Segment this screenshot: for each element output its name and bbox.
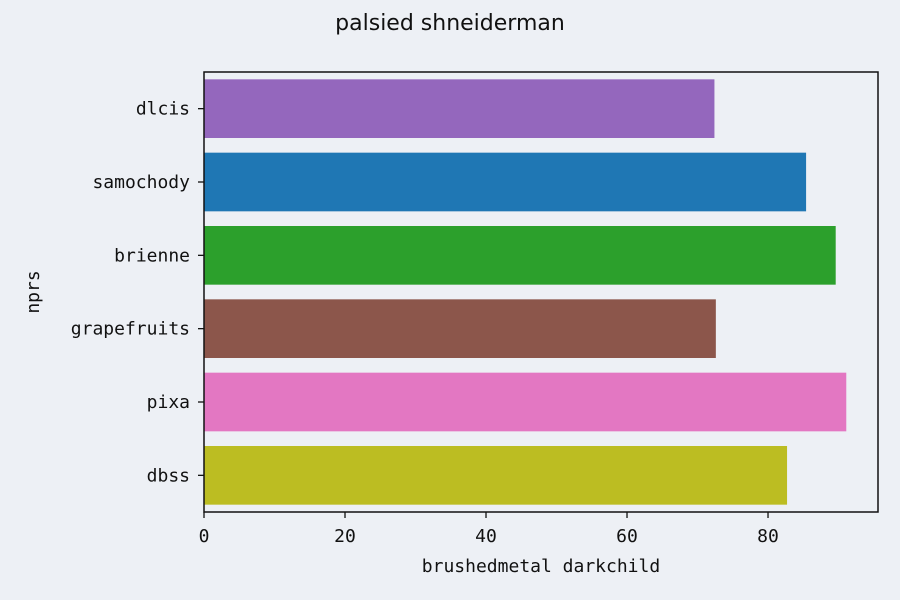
y-tick-label: dlcis <box>136 99 190 120</box>
y-tick-label: brienne <box>114 245 190 266</box>
plot-frame <box>203 71 879 513</box>
y-tick-label: pixa <box>147 392 190 413</box>
bar-dlcis <box>204 79 715 138</box>
bars-group <box>204 79 847 505</box>
bar-dbss <box>204 446 788 505</box>
y-tick-label: grapefruits <box>71 319 190 340</box>
y-tick-label: dbss <box>147 465 190 486</box>
x-tick-label: 40 <box>475 526 497 547</box>
x-tick-label: 80 <box>757 526 779 547</box>
x-tick-label: 60 <box>616 526 638 547</box>
bar-brienne <box>204 226 836 285</box>
bar-pixa <box>204 372 847 432</box>
bar-grapefruits <box>204 299 716 358</box>
ticks-group: dlcis samochody brienne grapefruits pixa dbss… <box>71 99 779 547</box>
x-axis-label: brushedmetal darkchild <box>422 556 660 577</box>
x-tick-label: 0 <box>199 526 210 547</box>
y-axis-label: nprs <box>23 270 44 313</box>
x-tick-label: 20 <box>334 526 356 547</box>
y-tick-label: samochody <box>92 172 190 193</box>
bar-samochody <box>204 152 807 212</box>
chart-title: palsied shneiderman <box>335 11 565 36</box>
